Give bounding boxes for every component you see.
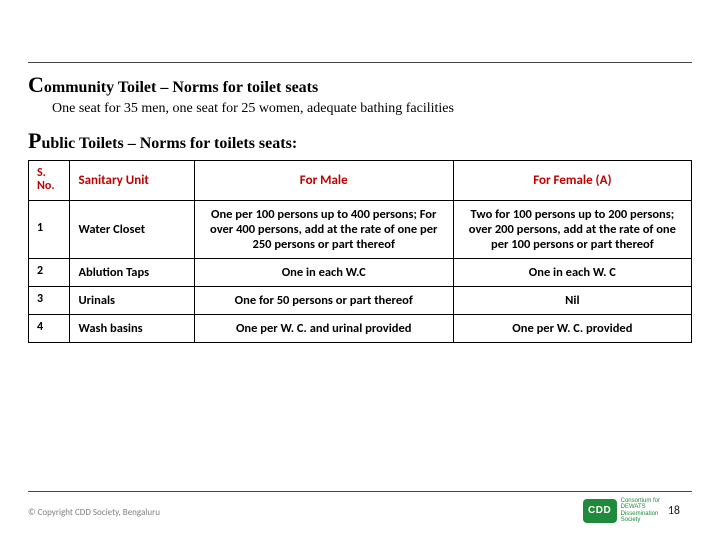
copyright-text: © Copyright CDD Society, Bengaluru <box>28 507 160 518</box>
table-body: 1 Water Closet One per 100 persons up to… <box>29 200 692 342</box>
logo-text: Consortium for DEWATS Dissemination Soci… <box>621 498 660 524</box>
section1-body: One seat for 35 men, one seat for 25 wom… <box>52 100 572 118</box>
section1-title-rest: ommunity Toilet – Norms for toilet seats <box>44 79 318 96</box>
cell-sno: 1 <box>29 200 70 258</box>
norms-table: S. No. Sanitary Unit For Male For Female… <box>28 160 692 342</box>
cell-male: One for 50 persons or part thereof <box>194 286 453 314</box>
logo-text-line: Dissemination <box>621 511 660 518</box>
cell-sno: 4 <box>29 314 70 342</box>
section2-title: Public Toilets – Norms for toilets seats… <box>28 128 692 154</box>
logo-text-line: Consortium for <box>621 498 660 505</box>
table-row: 2 Ablution Taps One in each W.C One in e… <box>29 258 692 286</box>
logo-text-line: Society <box>621 517 660 524</box>
cell-male: One in each W.C <box>194 258 453 286</box>
cell-male: One per 100 persons up to 400 persons; F… <box>194 200 453 258</box>
table-row: 1 Water Closet One per 100 persons up to… <box>29 200 692 258</box>
cell-female: Nil <box>453 286 691 314</box>
section1-title: Community Toilet – Norms for toilet seat… <box>28 72 692 98</box>
logo-text-line: DEWATS <box>621 504 660 511</box>
cell-female: One per W. C. provided <box>453 314 691 342</box>
section1-dropcap: C <box>28 72 44 97</box>
table-row: 4 Wash basins One per W. C. and urinal p… <box>29 314 692 342</box>
cell-female: Two for 100 persons up to 200 persons; o… <box>453 200 691 258</box>
section2-title-rest: ublic Toilets – Norms for toilets seats: <box>41 135 297 152</box>
page-number: 18 <box>668 504 680 518</box>
cell-sno: 2 <box>29 258 70 286</box>
cell-unit: Wash basins <box>70 314 194 342</box>
th-sno: S. No. <box>29 161 70 200</box>
section2-dropcap: P <box>28 128 41 153</box>
th-unit: Sanitary Unit <box>70 161 194 200</box>
top-rule <box>28 62 692 63</box>
slide-content: Community Toilet – Norms for toilet seat… <box>28 72 692 343</box>
cell-unit: Urinals <box>70 286 194 314</box>
cell-unit: Water Closet <box>70 200 194 258</box>
logo-mark: CDD <box>583 499 617 523</box>
footer-logo: CDD Consortium for DEWATS Dissemination … <box>583 498 660 524</box>
cell-unit: Ablution Taps <box>70 258 194 286</box>
th-female: For Female (A) <box>453 161 691 200</box>
bottom-rule <box>28 491 692 492</box>
th-male: For Male <box>194 161 453 200</box>
table-row: 3 Urinals One for 50 persons or part the… <box>29 286 692 314</box>
cell-sno: 3 <box>29 286 70 314</box>
cell-female: One in each W. C <box>453 258 691 286</box>
table-header-row: S. No. Sanitary Unit For Male For Female… <box>29 161 692 200</box>
cell-male: One per W. C. and urinal provided <box>194 314 453 342</box>
